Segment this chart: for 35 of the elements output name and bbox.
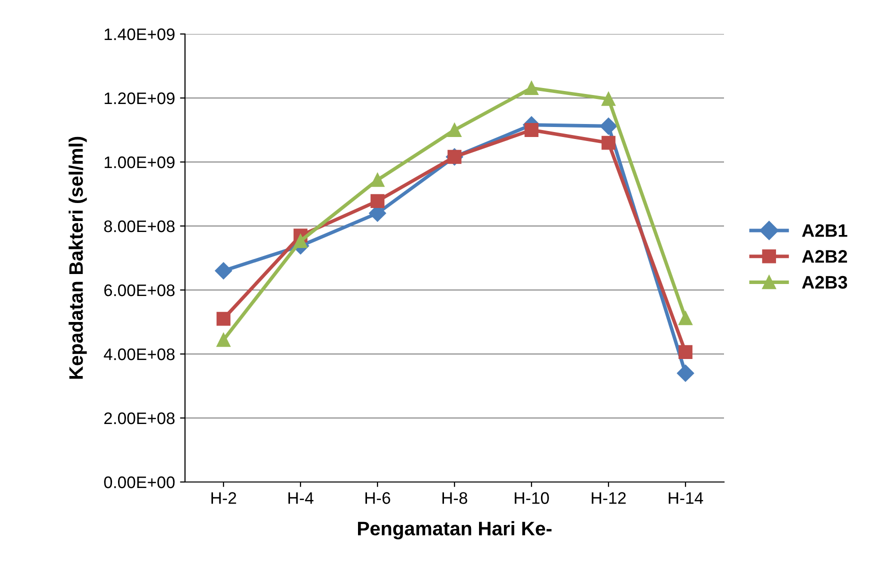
point (678, 311, 692, 326)
point (214, 262, 232, 280)
point (370, 172, 384, 187)
point (216, 312, 230, 326)
y-tick-label: 0.00E+00 (104, 476, 175, 488)
point (448, 123, 462, 137)
point (294, 234, 308, 248)
point (370, 194, 384, 208)
legend-label: A2B2 (802, 250, 848, 263)
x-tick-label: H-4 (288, 492, 314, 504)
y-tick-label: 1.00E+09 (104, 156, 174, 168)
y-tick-label: 1.40E+09 (104, 28, 174, 40)
y-axis-title: Kepadatan Bakteri (sel/ml) (68, 136, 87, 379)
x-tick-label: H-12 (592, 492, 626, 504)
point (602, 92, 616, 106)
point (602, 136, 616, 150)
x-tick-label: H-14 (668, 492, 704, 504)
point (678, 345, 692, 360)
x-tick-label: H-6 (365, 492, 390, 504)
point (676, 364, 694, 382)
legend-label: A2B1 (802, 224, 848, 237)
point (600, 118, 618, 135)
y-tick-label: 6.00E+08 (104, 284, 175, 296)
y-tick-label: 4.00E+08 (104, 348, 175, 360)
y-tick-label: 1.20E+09 (104, 92, 174, 104)
x-tick-label: H-8 (442, 492, 468, 504)
point (524, 123, 538, 137)
x-tick-label: H-10 (514, 492, 549, 504)
point (524, 81, 538, 96)
y-tick-label: 2.00E+08 (104, 412, 175, 424)
x-axis-title: Pengamatan Hari Ke- (358, 521, 552, 540)
x-tick-label: H-2 (211, 492, 236, 504)
legend-label: A2B3 (802, 276, 848, 289)
point (216, 332, 230, 347)
y-tick-label: 8.00E+08 (104, 220, 175, 232)
